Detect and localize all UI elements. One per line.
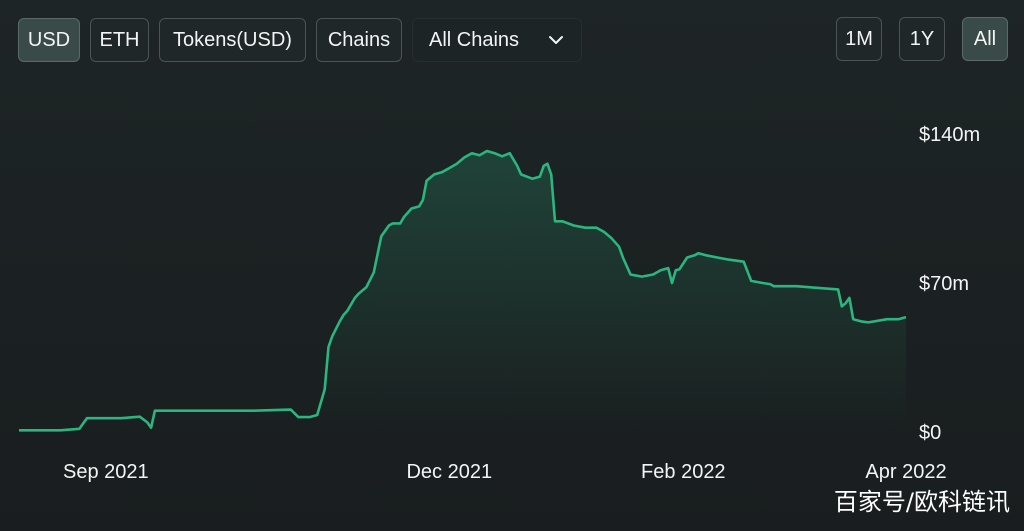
x-tick-label: Sep 2021 (63, 461, 149, 483)
chain-select-value: All Chains (429, 28, 520, 51)
x-tick-label: Feb 2022 (641, 461, 726, 483)
tokens-usd-button[interactable]: Tokens(USD) (159, 18, 306, 62)
time-range-toolbar: 1M 1Y All (836, 17, 1008, 61)
usd-button[interactable]: USD (18, 18, 80, 62)
range-all-button[interactable]: All (962, 17, 1008, 61)
range-1m-button[interactable]: 1M (836, 17, 882, 61)
y-tick-label: $70m (919, 273, 969, 295)
currency-toolbar: USD ETH Tokens(USD) Chains All Chains (18, 18, 582, 62)
eth-button[interactable]: ETH (90, 18, 149, 62)
series-area (19, 151, 906, 432)
x-tick-label: Apr 2022 (865, 461, 946, 483)
watermark: 百家号/欧科链讯 (833, 488, 1010, 516)
x-tick-label: Dec 2021 (406, 461, 492, 483)
chain-select[interactable]: All Chains (412, 18, 582, 62)
chains-button[interactable]: Chains (316, 18, 402, 62)
y-tick-label: $0 (919, 422, 941, 444)
series-line (19, 149, 907, 432)
chevron-down-icon (549, 36, 564, 44)
range-1y-button[interactable]: 1Y (899, 17, 945, 61)
y-tick-label: $140m (919, 124, 980, 146)
